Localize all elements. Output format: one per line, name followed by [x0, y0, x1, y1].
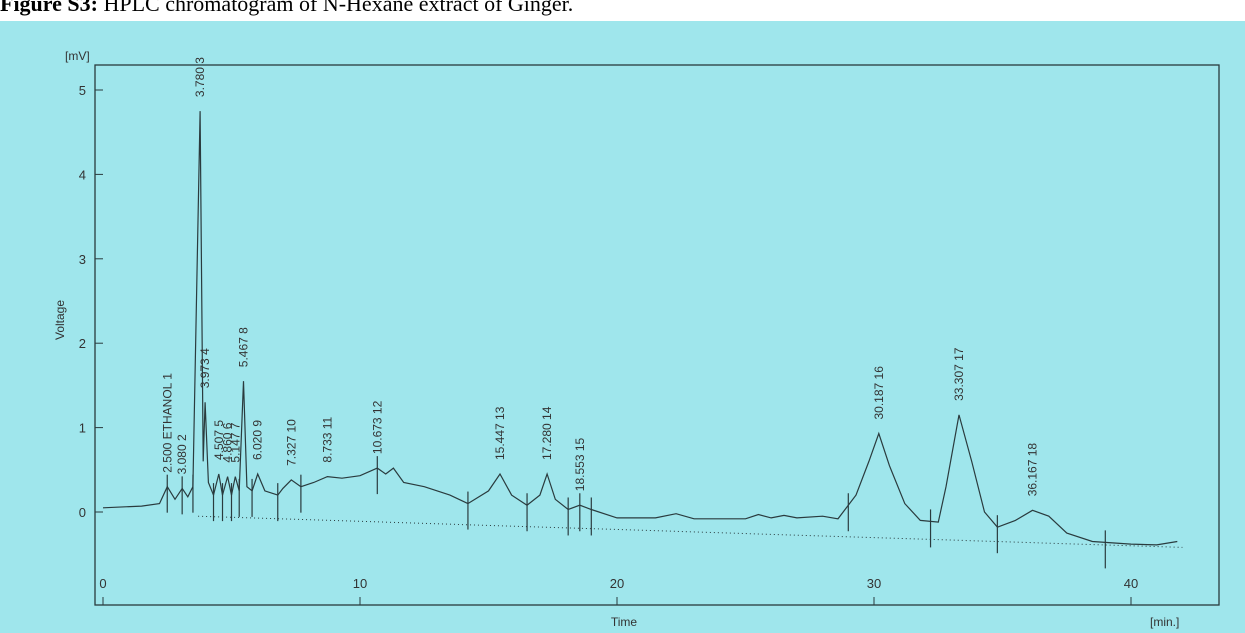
- peak-label: 8.733 11: [320, 416, 334, 462]
- peak-label: 10.673 12: [370, 400, 384, 454]
- peak-label: 3.973 4: [198, 348, 212, 388]
- x-tick-label: 10: [353, 576, 367, 591]
- peak-label: 15.447 13: [493, 406, 507, 460]
- figure-caption: Figure S3: HPLC chromatogram of N-Hexane…: [0, 0, 1245, 21]
- peak-label: 6.020 9: [251, 420, 265, 460]
- peak-label: 3.780 3: [193, 57, 207, 97]
- y-tick-label: 4: [79, 167, 86, 182]
- peak-label: 30.187 16: [872, 366, 886, 420]
- y-tick-label: 0: [79, 505, 86, 520]
- chromatogram-trace: [102, 111, 1178, 546]
- chromatogram-scan: 0 1 2 3 4 5 0 10 20 30 40 [mV] Voltage Time [min.…: [0, 20, 1245, 633]
- x-tick-label: 40: [1124, 576, 1138, 591]
- figure-caption-label: Figure S3:: [0, 0, 98, 16]
- x-axis-unit: [min.]: [1150, 615, 1179, 629]
- peak-label: 2.500 ETHANOL 1: [160, 373, 174, 473]
- y-axis-title: Voltage: [53, 300, 67, 340]
- x-axis-title: Time: [611, 615, 638, 629]
- peak-label: 3.080 2: [175, 434, 189, 474]
- integration-baseline: [198, 515, 1183, 548]
- y-tick-label: 2: [79, 336, 86, 351]
- chromatogram-chart: 0 1 2 3 4 5 0 10 20 30 40 [mV] Voltage Time [min.…: [53, 49, 1220, 629]
- y-tick-label: 5: [79, 83, 86, 98]
- y-axis-unit: [mV]: [65, 49, 90, 63]
- peak-label: 36.167 18: [1026, 443, 1040, 497]
- y-tick-label: 3: [79, 252, 86, 267]
- peak-labels: 2.500 ETHANOL 1 3.080 2 3.780 3 3.973 4 4.50…: [160, 57, 1039, 497]
- peak-label: 17.280 14: [540, 406, 554, 460]
- peak-label: 4.860 6: [221, 422, 235, 462]
- figure-caption-text: HPLC chromatogram of N-Hexane extract of…: [103, 0, 574, 16]
- peak-label: 4.507 5: [212, 420, 226, 460]
- y-tick-label: 1: [79, 421, 86, 436]
- x-axis: 0 10 20 30 40: [99, 576, 1138, 605]
- x-tick-label: 20: [610, 576, 624, 591]
- peak-label: 5.467 8: [237, 327, 251, 367]
- x-tick-label: 0: [99, 576, 106, 591]
- plot-frame: [94, 64, 1220, 606]
- y-axis: 0 1 2 3 4 5: [79, 83, 103, 520]
- peak-label: 33.307 17: [952, 347, 966, 401]
- x-tick-label: 30: [867, 576, 881, 591]
- peak-label: 18.553 15: [573, 437, 587, 491]
- peak-label: 7.327 10: [284, 419, 298, 466]
- peak-label: 5.147 7: [228, 422, 242, 462]
- integration-marks: [166, 456, 1106, 569]
